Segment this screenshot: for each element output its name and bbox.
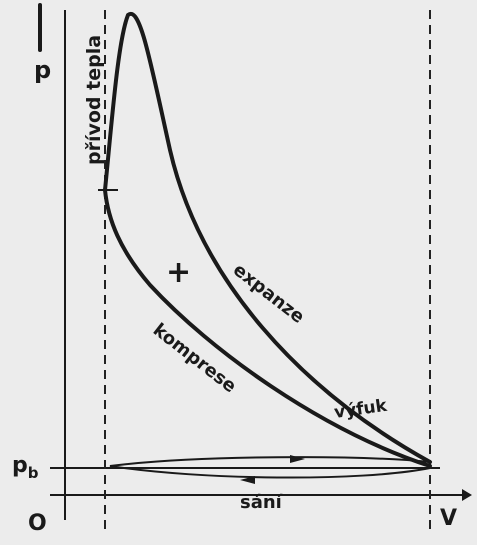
gas-exchange-loop bbox=[109, 456, 431, 479]
intake-arrow bbox=[240, 476, 255, 484]
intake-label: sání bbox=[240, 492, 283, 513]
compression-curve bbox=[103, 188, 432, 468]
exhaust-arrow bbox=[290, 455, 305, 463]
expansion-curve bbox=[103, 11, 432, 464]
y-axis-label: p bbox=[34, 56, 51, 84]
base-pressure-label: pb bbox=[12, 453, 39, 482]
positive-work-sign: + bbox=[166, 255, 191, 290]
base-pressure-sub: b bbox=[28, 464, 39, 482]
x-axis-label: V bbox=[440, 506, 457, 531]
x-axis-arrow bbox=[462, 489, 472, 501]
heat-input-label: přívod tepla bbox=[83, 35, 105, 165]
origin-label: O bbox=[28, 511, 47, 536]
base-pressure-main: p bbox=[12, 453, 28, 478]
